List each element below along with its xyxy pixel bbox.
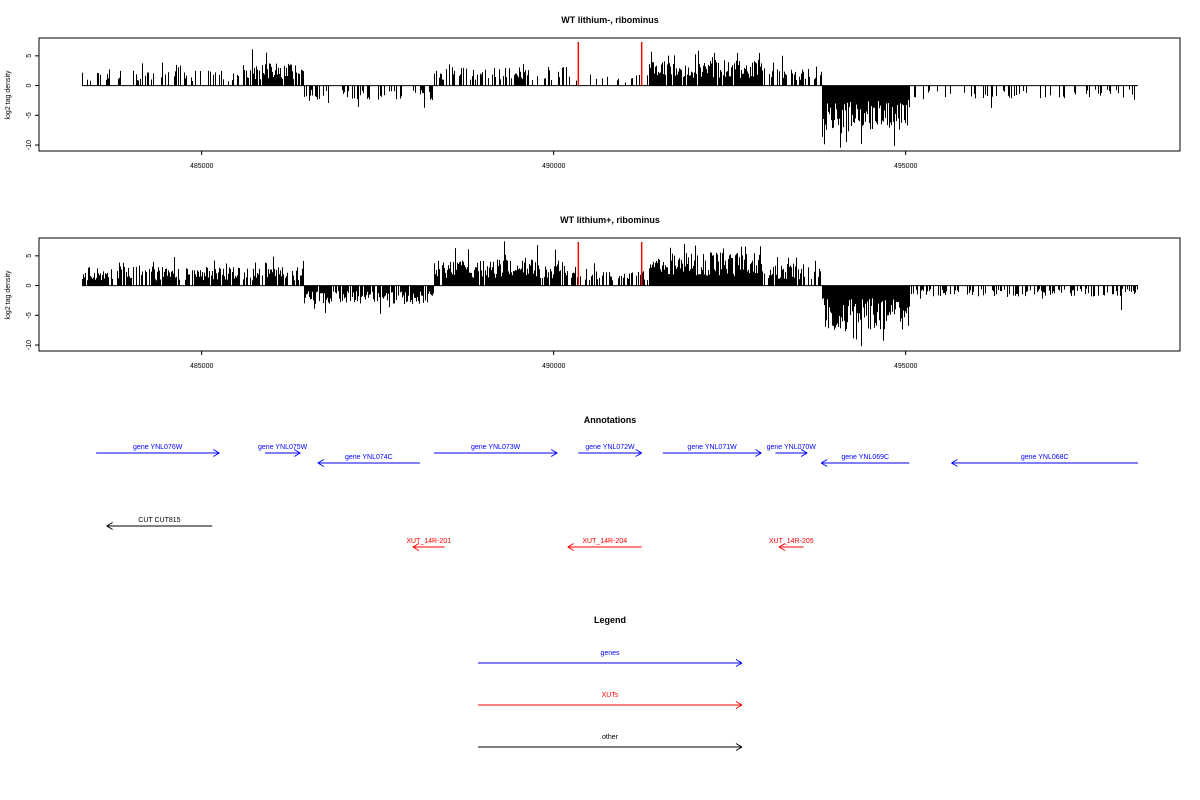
legend-items: genes XUTs other	[478, 650, 743, 751]
annotation-arrow	[567, 543, 642, 551]
annotation-arrow	[265, 449, 301, 457]
chart-panel-1: WT lithium-, ribominus log2 tag density …	[5, 15, 1181, 170]
legend-title: Legend	[594, 615, 626, 625]
x-tick-label: 495000	[894, 163, 917, 170]
legend-arrow	[478, 743, 743, 751]
annotation-label: gene YNL072W	[585, 444, 635, 451]
annotation-label: gene YNL070W	[767, 444, 817, 451]
annotation-arrow	[778, 543, 804, 551]
annotation-label: CUT CUT815	[138, 517, 180, 524]
annotations-panel: Annotations gene YNL076W gene YNL075Wgene…	[96, 415, 1138, 551]
annotation-label: gene YNL075W	[258, 444, 308, 451]
annotation-arrow	[775, 449, 808, 457]
annotation-feature: XUT_14R-201	[406, 538, 451, 551]
annotation-feature: gene YNL074C	[317, 454, 420, 467]
annotation-arrow	[96, 449, 220, 457]
annotation-label: gene YNL069C	[841, 454, 889, 461]
legend-arrow	[478, 701, 743, 709]
x-tick-label: 490000	[542, 363, 565, 370]
legend-item: XUTs	[478, 692, 743, 709]
legend-panel: Legend genes XUTs other	[478, 615, 743, 751]
legend-arrow	[478, 659, 743, 667]
annotation-feature: gene YNL076W	[96, 444, 220, 457]
x-tick-label: 485000	[190, 163, 213, 170]
legend-item: other	[478, 734, 743, 751]
chart-1-y-axis: -10 -5 0 5	[26, 54, 39, 150]
chart-1-ylabel: log2 tag density	[5, 70, 12, 120]
chart-2-frame	[38, 237, 1181, 352]
annotation-feature: XUT_14R-204	[567, 538, 642, 551]
legend-label: XUTs	[602, 692, 619, 699]
chart-panel-2: WT lithium+, ribominus log2 tag density …	[5, 215, 1181, 370]
chart-1-bars	[82, 49, 1138, 148]
chart-1-frame	[38, 37, 1181, 152]
y-tick-label: -5	[26, 312, 33, 318]
annotation-label: gene YNL071W	[687, 444, 737, 451]
y-tick-label: 0	[26, 284, 33, 288]
annotation-feature: gene YNL070W	[767, 444, 817, 457]
chart-2-ylabel: log2 tag density	[5, 270, 12, 320]
y-tick-label: 0	[26, 84, 33, 88]
annotation-label: XUT_14R-205	[769, 538, 814, 545]
annotation-label: gene YNL076W	[133, 444, 183, 451]
annotation-feature: gene YNL069C	[820, 454, 910, 467]
annotation-label: XUT_14R-201	[406, 538, 451, 545]
annotation-features: gene YNL076W gene YNL075W gene YNL074C gene…	[96, 444, 1138, 551]
chart-2-x-axis: 485000 490000 495000	[190, 351, 917, 370]
annotation-label: gene YNL074C	[345, 454, 393, 461]
y-tick-label: 5	[26, 254, 33, 258]
annotation-label: XUT_14R-204	[582, 538, 627, 545]
annotation-label: gene YNL073W	[471, 444, 521, 451]
annotation-feature: gene YNL071W	[662, 444, 762, 457]
chart-1-markers	[577, 42, 643, 86]
annotation-arrow	[820, 459, 910, 467]
y-tick-label: -5	[26, 112, 33, 118]
annotation-arrow	[434, 449, 558, 457]
annotation-feature: gene YNL072W	[578, 444, 642, 457]
legend-item: genes	[478, 650, 743, 667]
x-tick-label: 495000	[894, 363, 917, 370]
y-tick-label: -10	[26, 340, 33, 350]
chart-2-markers	[577, 242, 643, 286]
annotations-title: Annotations	[584, 415, 637, 425]
chart-1-x-axis: 485000 490000 495000	[190, 151, 917, 170]
x-tick-label: 490000	[542, 163, 565, 170]
legend-label: other	[602, 734, 619, 741]
annotation-feature: gene YNL073W	[434, 444, 558, 457]
annotation-arrow	[662, 449, 762, 457]
annotation-arrow	[578, 449, 642, 457]
annotation-arrow	[412, 543, 445, 551]
chart-2-bars	[82, 241, 1138, 347]
chart-2-title: WT lithium+, ribominus	[560, 215, 660, 225]
legend-label: genes	[600, 650, 620, 657]
chart-2-y-axis: -10 -5 0 5	[26, 254, 39, 350]
annotation-feature: CUT CUT815	[106, 517, 213, 530]
y-tick-label: -10	[26, 140, 33, 150]
chart-1-title: WT lithium-, ribominus	[561, 15, 659, 25]
annotation-label: gene YNL068C	[1021, 454, 1069, 461]
annotation-arrow	[106, 522, 213, 530]
annotation-arrow	[951, 459, 1138, 467]
annotation-feature: XUT_14R-205	[769, 538, 814, 551]
annotation-feature: gene YNL068C	[951, 454, 1138, 467]
annotation-arrow	[317, 459, 420, 467]
x-tick-label: 485000	[190, 363, 213, 370]
y-tick-label: 5	[26, 54, 33, 58]
annotation-feature: gene YNL075W	[258, 444, 308, 457]
